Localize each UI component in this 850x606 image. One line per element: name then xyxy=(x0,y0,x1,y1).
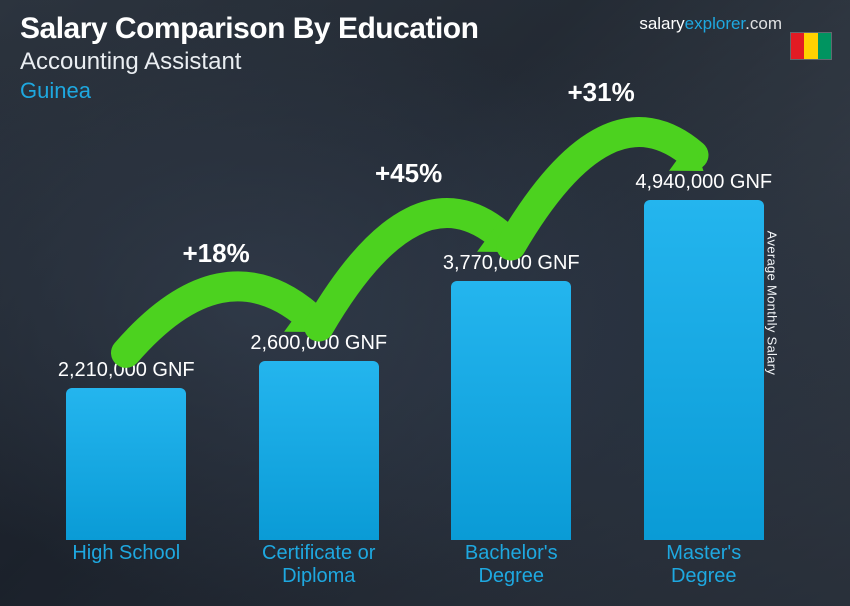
bar-value: 2,210,000 GNF xyxy=(58,359,195,382)
bar-group: 3,770,000 GNF xyxy=(419,252,604,540)
chart-subtitle: Accounting Assistant xyxy=(20,48,830,76)
brand-suffix: .com xyxy=(745,14,782,33)
brand-middle: explorer xyxy=(685,14,745,33)
bar xyxy=(66,388,186,540)
bar xyxy=(451,281,571,540)
increase-badge: +31% xyxy=(567,77,634,108)
chart-country: Guinea xyxy=(20,78,830,104)
bar xyxy=(259,361,379,540)
increase-badge: +18% xyxy=(182,238,249,269)
bar-group: 2,600,000 GNF xyxy=(226,332,411,540)
bar-value: 4,940,000 GNF xyxy=(635,171,772,194)
bar-group: 4,940,000 GNF xyxy=(611,171,796,540)
increase-badge: +45% xyxy=(375,158,442,189)
bar-value: 3,770,000 GNF xyxy=(443,252,580,275)
category-label: Master'sDegree xyxy=(611,542,796,588)
category-label: High School xyxy=(34,542,219,588)
bar xyxy=(644,200,764,540)
chart-bars: 2,210,000 GNF 2,600,000 GNF 3,770,000 GNF 4… xyxy=(30,148,800,540)
flag-stripe-2 xyxy=(804,33,817,59)
chart-category-labels: High SchoolCertificate orDiplomaBachelor… xyxy=(30,542,800,588)
category-label: Certificate orDiploma xyxy=(226,542,411,588)
flag-stripe-3 xyxy=(818,33,831,59)
salary-chart: 2,210,000 GNF 2,600,000 GNF 3,770,000 GNF 4… xyxy=(30,148,800,588)
flag-stripe-1 xyxy=(791,33,804,59)
brand-logo: salaryexplorer.com xyxy=(639,14,782,34)
bar-value: 2,600,000 GNF xyxy=(250,332,387,355)
bar-group: 2,210,000 GNF xyxy=(34,359,219,540)
brand-prefix: salary xyxy=(639,14,684,33)
category-label: Bachelor'sDegree xyxy=(419,542,604,588)
flag-icon xyxy=(790,32,832,60)
